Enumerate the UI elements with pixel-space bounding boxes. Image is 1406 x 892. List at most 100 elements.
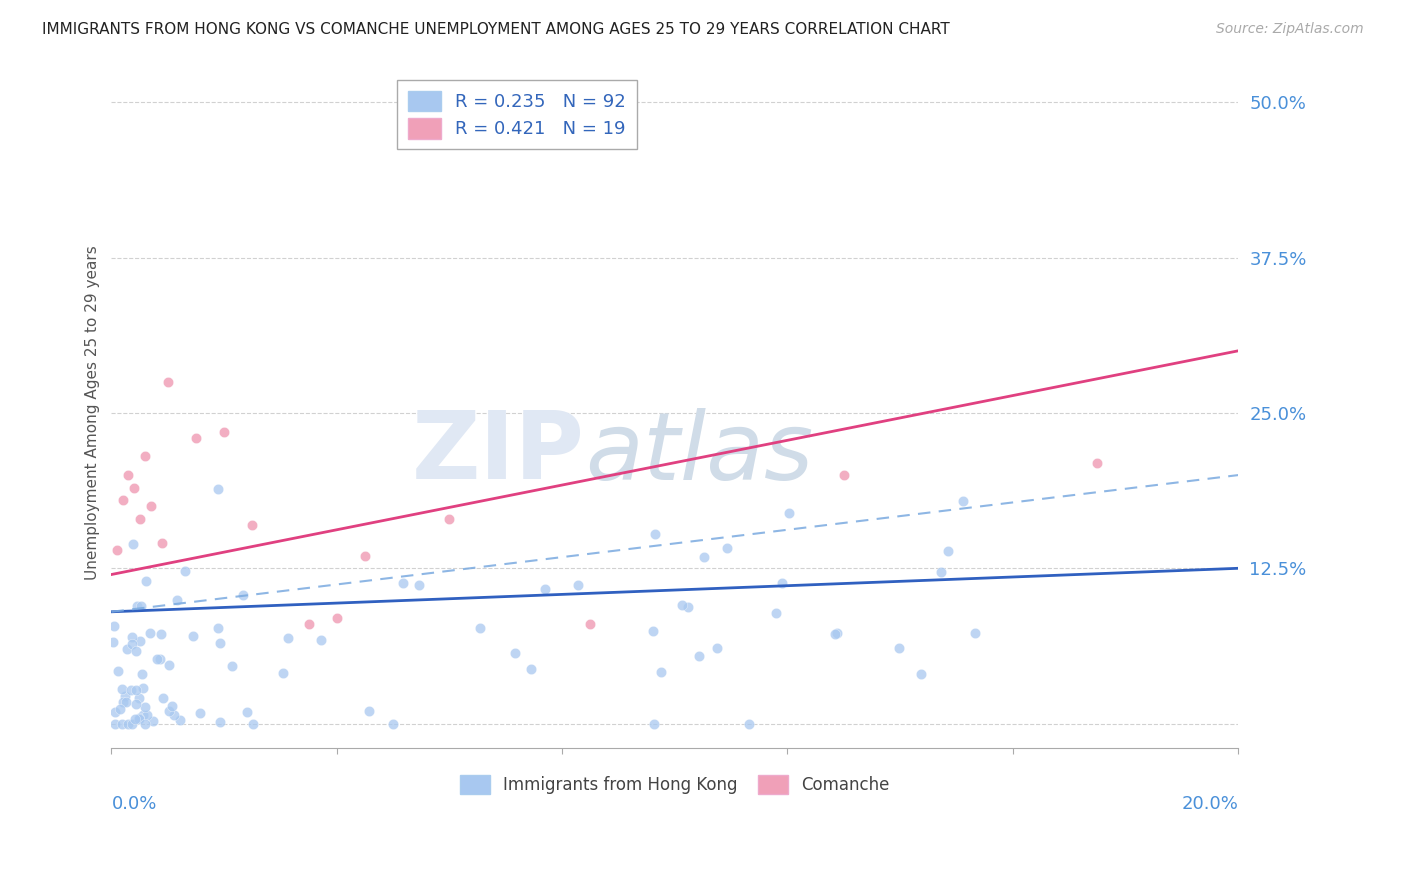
Point bbox=[117, 716, 139, 731]
Point bbox=[297, 617, 319, 632]
Point bbox=[169, 713, 191, 727]
Text: 0.0%: 0.0% bbox=[111, 796, 157, 814]
Point bbox=[439, 511, 461, 525]
Point bbox=[277, 631, 299, 645]
Point bbox=[124, 712, 146, 726]
Point bbox=[643, 716, 665, 731]
Point bbox=[706, 641, 728, 656]
Point bbox=[357, 704, 380, 718]
Point bbox=[128, 712, 150, 726]
Point bbox=[825, 625, 848, 640]
Point bbox=[579, 617, 602, 632]
Text: ZIP: ZIP bbox=[412, 408, 585, 500]
Point bbox=[965, 626, 987, 640]
Point bbox=[125, 682, 148, 697]
Point bbox=[135, 574, 157, 588]
Point bbox=[125, 644, 148, 658]
Point bbox=[738, 716, 761, 731]
Point bbox=[391, 575, 413, 590]
Point bbox=[129, 599, 152, 614]
Point bbox=[131, 707, 153, 722]
Point bbox=[121, 716, 143, 731]
Point bbox=[765, 607, 787, 621]
Point bbox=[824, 627, 846, 641]
Point bbox=[693, 549, 716, 564]
Point bbox=[124, 697, 146, 711]
Point bbox=[128, 690, 150, 705]
Point bbox=[128, 711, 150, 725]
Point bbox=[311, 632, 333, 647]
Point bbox=[470, 621, 492, 635]
Point bbox=[354, 549, 377, 563]
Point bbox=[139, 499, 162, 513]
Point bbox=[221, 659, 243, 673]
Point bbox=[641, 624, 664, 639]
Point bbox=[112, 695, 135, 709]
Point bbox=[952, 494, 974, 508]
Point bbox=[212, 425, 235, 439]
Point bbox=[152, 691, 174, 706]
Point bbox=[910, 667, 932, 681]
Point bbox=[107, 664, 129, 678]
Point bbox=[408, 578, 430, 592]
Point bbox=[188, 706, 211, 720]
Point bbox=[150, 626, 173, 640]
Point bbox=[127, 599, 149, 613]
Legend: Immigrants from Hong Kong, Comanche: Immigrants from Hong Kong, Comanche bbox=[453, 768, 896, 800]
Point bbox=[240, 517, 263, 532]
Point bbox=[157, 704, 180, 718]
Point bbox=[235, 705, 257, 719]
Point bbox=[207, 621, 229, 635]
Point bbox=[115, 695, 138, 709]
Point bbox=[149, 651, 172, 665]
Point bbox=[145, 652, 167, 666]
Point bbox=[173, 564, 195, 578]
Point bbox=[111, 716, 134, 731]
Point bbox=[132, 681, 155, 695]
Text: 20.0%: 20.0% bbox=[1181, 796, 1239, 814]
Point bbox=[134, 699, 156, 714]
Point bbox=[117, 468, 139, 483]
Point bbox=[114, 689, 136, 703]
Point bbox=[716, 541, 738, 555]
Point bbox=[162, 698, 184, 713]
Point bbox=[232, 588, 254, 602]
Point bbox=[688, 649, 710, 664]
Point bbox=[128, 511, 150, 525]
Point bbox=[105, 542, 128, 557]
Point bbox=[121, 630, 143, 644]
Point bbox=[115, 642, 138, 657]
Point bbox=[111, 492, 134, 507]
Point bbox=[184, 431, 207, 445]
Point bbox=[242, 716, 264, 731]
Point bbox=[671, 598, 693, 612]
Point bbox=[832, 468, 855, 483]
Text: Source: ZipAtlas.com: Source: ZipAtlas.com bbox=[1216, 22, 1364, 37]
Point bbox=[142, 714, 165, 729]
Point bbox=[382, 716, 405, 731]
Point bbox=[104, 705, 127, 719]
Point bbox=[120, 683, 142, 698]
Point bbox=[936, 543, 959, 558]
Point bbox=[128, 634, 150, 648]
Point bbox=[208, 636, 231, 650]
Point bbox=[273, 665, 295, 680]
Point bbox=[1085, 456, 1108, 470]
Point bbox=[136, 707, 159, 722]
Point bbox=[150, 536, 173, 550]
Point bbox=[503, 646, 526, 660]
Text: IMMIGRANTS FROM HONG KONG VS COMANCHE UNEMPLOYMENT AMONG AGES 25 TO 29 YEARS COR: IMMIGRANTS FROM HONG KONG VS COMANCHE UN… bbox=[42, 22, 950, 37]
Point bbox=[207, 483, 229, 497]
Y-axis label: Unemployment Among Ages 25 to 29 years: Unemployment Among Ages 25 to 29 years bbox=[86, 245, 100, 581]
Point bbox=[122, 481, 145, 495]
Point bbox=[110, 702, 132, 716]
Point bbox=[157, 658, 180, 673]
Point bbox=[134, 716, 156, 731]
Point bbox=[134, 450, 156, 464]
Point bbox=[770, 576, 793, 591]
Point bbox=[104, 716, 127, 731]
Point bbox=[138, 626, 160, 640]
Point bbox=[929, 565, 952, 579]
Point bbox=[889, 641, 911, 656]
Point bbox=[567, 578, 589, 592]
